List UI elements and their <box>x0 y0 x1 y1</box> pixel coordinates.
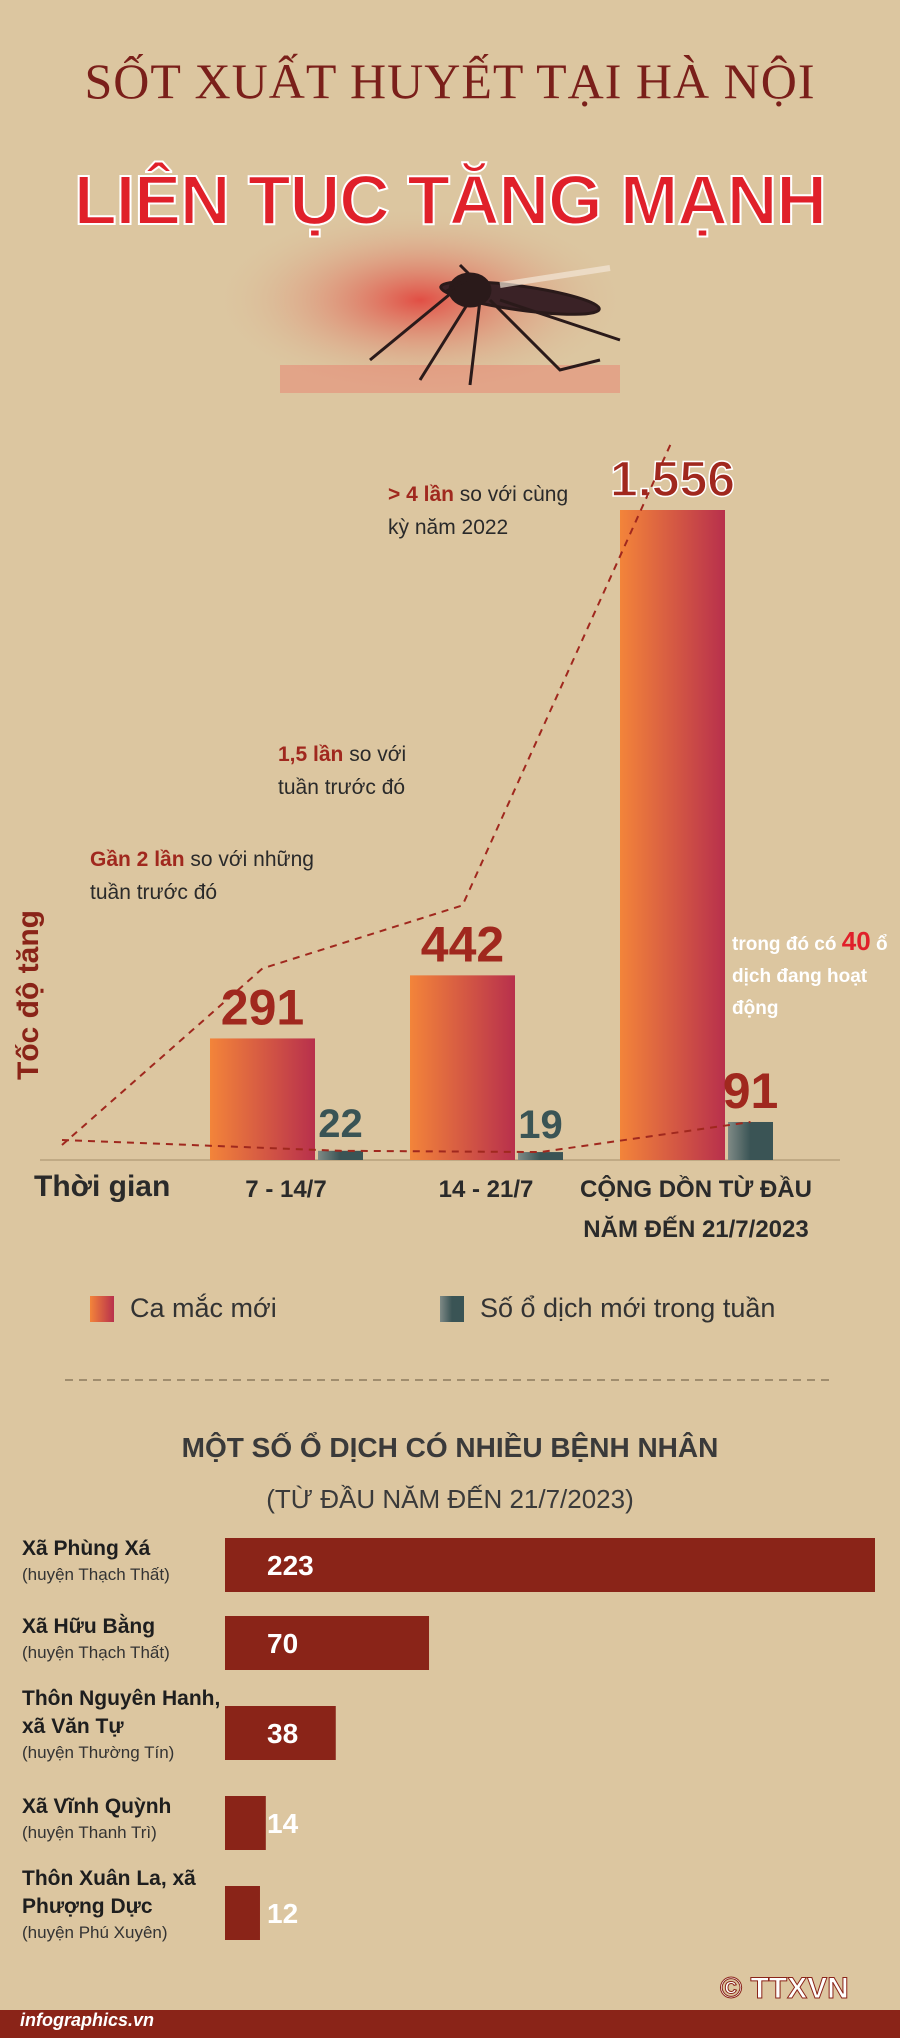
annotation-highlight: 1,5 lần <box>278 743 344 766</box>
x-axis-label: Thời gian <box>34 1170 171 1203</box>
value-label: 38 <box>267 1718 298 1749</box>
bar <box>225 1886 260 1940</box>
annotation: > 4 lần so với cùng kỳ năm 2022 <box>388 478 588 544</box>
bar <box>225 1538 875 1592</box>
bar <box>728 1121 773 1160</box>
bar <box>620 510 725 1160</box>
value-label: 442 <box>421 916 504 972</box>
chart-title: MỘT SỐ Ổ DỊCH CÓ NHIỀU BỆNH NHÂN <box>181 1432 719 1463</box>
legend-swatch <box>90 1296 114 1322</box>
value-label: 12 <box>267 1898 298 1929</box>
value-label: 1.556 <box>610 451 735 507</box>
bar <box>225 1616 430 1670</box>
subtitle: LIÊN TỤC TĂNG MẠNH <box>73 160 828 240</box>
mosquito <box>369 263 621 386</box>
trend-line <box>61 1120 751 1154</box>
trend-line <box>61 439 674 1146</box>
row-sublabel: (huyện Thạch Thất) <box>22 1565 170 1584</box>
note-text: ổ dịch đang hoạt động <box>732 934 888 1019</box>
value-label: 19 <box>518 1103 563 1147</box>
row-sublabel: (huyện Thường Tín) <box>22 1743 175 1762</box>
bar <box>225 1796 266 1850</box>
annotation-text: so với tuần trước đó <box>278 743 407 799</box>
value-label: 291 <box>221 979 304 1035</box>
annotation-highlight: Gần 2 lần <box>90 848 185 871</box>
x-tick-label: 14 - 21/7 <box>438 1176 534 1203</box>
value-label: 14 <box>267 1808 299 1839</box>
note-text: trong đó có <box>732 934 837 955</box>
chart-subtitle: (TỪ ĐẦU NĂM ĐẾN 21/7/2023) <box>266 1484 634 1514</box>
annotation-highlight: > 4 lần <box>388 483 454 506</box>
bar <box>225 1706 336 1760</box>
note: trong đó có 40 ổ dịch đang hoạt động <box>732 925 892 1025</box>
annotation-text: so với cùng kỳ năm 2022 <box>388 483 569 539</box>
logo: © TTXVN <box>720 1972 850 2006</box>
legend-swatch <box>440 1296 464 1322</box>
glow <box>210 205 630 395</box>
footer-band <box>0 2010 900 2038</box>
note-highlight: 40 <box>841 926 871 956</box>
legend-label: Ca mắc mới <box>130 1293 277 1323</box>
row-sublabel: (huyện Phú Xuyên) <box>22 1923 168 1942</box>
y-axis-label: Tốc độ tăng <box>12 910 45 1080</box>
x-tick-label: 7 - 14/7 <box>245 1176 327 1203</box>
row-label: Xã Hữu Bằng <box>22 1615 156 1638</box>
source: infographics.vn <box>20 2010 155 2030</box>
value-label: 91 <box>723 1063 779 1119</box>
row-label: Thôn Xuân La, xã Phượng Dực <box>22 1867 196 1918</box>
bar <box>318 1150 363 1160</box>
row-label: Xã Phùng Xá <box>22 1537 151 1560</box>
row-sublabel: (huyện Thạch Thất) <box>22 1643 170 1662</box>
x-tick-label: CỘNG DỒN TỪ ĐẦU NĂM ĐẾN 21/7/2023 <box>580 1176 812 1243</box>
value-label: 70 <box>267 1628 298 1659</box>
bar <box>518 1152 563 1160</box>
annotation: 1,5 lần so với tuần trước đó <box>278 738 448 804</box>
value-label: 223 <box>267 1550 314 1581</box>
bar <box>210 1038 315 1160</box>
title: SỐT XUẤT HUYẾT TẠI HÀ NỘI <box>84 53 816 109</box>
legend-label: Số ổ dịch mới trong tuần <box>480 1293 776 1323</box>
row-sublabel: (huyện Thanh Trì) <box>22 1823 157 1842</box>
bar <box>410 975 515 1160</box>
value-label: 22 <box>318 1102 363 1146</box>
annotation: Gần 2 lần so với những tuần trước đó <box>90 843 350 909</box>
row-label: Thôn Nguyên Hanh, xã Văn Tự <box>22 1687 221 1738</box>
annotation-text: so với những tuần trước đó <box>90 848 314 904</box>
row-label: Xã Vĩnh Quỳnh <box>22 1795 172 1818</box>
